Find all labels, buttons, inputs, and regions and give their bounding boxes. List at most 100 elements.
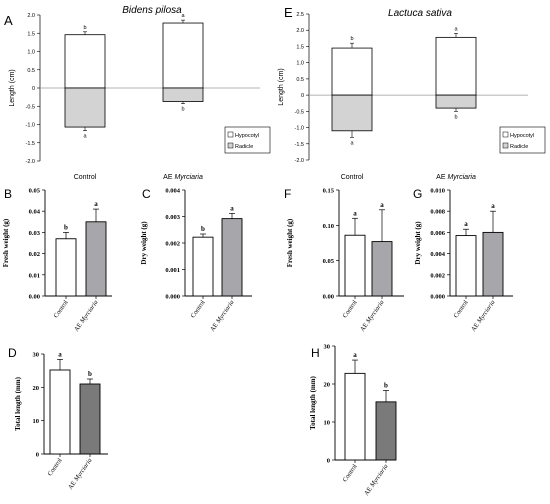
B-bar bbox=[55, 238, 77, 297]
G-y-tick-label: 0.000 bbox=[430, 294, 445, 301]
E-legend-swatch-hypocotyl bbox=[502, 131, 509, 138]
D-y-tick-label: 30 bbox=[33, 352, 40, 359]
G-bar bbox=[455, 235, 477, 297]
E-y-tick-label: -0.5 bbox=[295, 109, 304, 115]
C-bar bbox=[221, 218, 243, 297]
E-bar-radicle bbox=[435, 94, 477, 109]
H-category-label: AE Myrciaria bbox=[363, 463, 390, 497]
C-sig-letter: a bbox=[230, 204, 234, 212]
H-sig-letter: b bbox=[384, 381, 388, 389]
D-y-axis-label: Total length (mm) bbox=[14, 376, 22, 430]
E-bar-hypocotyl bbox=[331, 47, 373, 96]
panel-letter-F: F bbox=[284, 187, 291, 201]
panel-E-title: Lactuca sativa bbox=[388, 8, 452, 19]
B-category-label: Control bbox=[53, 299, 70, 319]
H-y-tick-label: 20 bbox=[324, 382, 331, 389]
D-category-label: Control bbox=[47, 457, 64, 477]
E-y-tick-label: -1.5 bbox=[295, 142, 304, 148]
B-y-tick-label: 0.04 bbox=[29, 209, 41, 216]
H-category-label: Control bbox=[342, 463, 359, 483]
F-category-label: Control bbox=[342, 299, 359, 319]
F-bar bbox=[344, 234, 366, 297]
H-y-tick-label: 10 bbox=[324, 420, 331, 427]
E-legend-box bbox=[499, 126, 546, 154]
A-y-tick-label: 1.5 bbox=[27, 31, 35, 37]
A-bar-radicle bbox=[64, 87, 106, 128]
A-y-tick-label: 1.0 bbox=[27, 50, 35, 56]
A-sig-letter: b bbox=[181, 107, 184, 113]
F-sig-letter: a bbox=[353, 209, 357, 217]
panel-letter-H: H bbox=[311, 346, 320, 360]
A-sig-letter: a bbox=[181, 13, 185, 19]
B-bar bbox=[85, 221, 107, 297]
B-category-label: AE Myrciaria bbox=[73, 299, 100, 333]
panel-letter-C: C bbox=[142, 187, 151, 201]
F-y-tick-label: 0.10 bbox=[323, 223, 334, 230]
A-legend-swatch-radicle bbox=[227, 142, 234, 149]
H-y-tick-label: 0 bbox=[327, 458, 330, 465]
A-y-tick-label: 0.5 bbox=[27, 68, 35, 74]
A-category-label: Control bbox=[74, 174, 97, 181]
D-y-tick-label: 0 bbox=[36, 452, 39, 459]
G-bar bbox=[482, 231, 504, 297]
F-y-tick-label: 0.00 bbox=[323, 294, 334, 301]
E-y-tick-label: 0.5 bbox=[296, 77, 304, 83]
B-y-tick-label: 0.01 bbox=[29, 272, 40, 279]
E-y-tick-label: 1.5 bbox=[296, 44, 304, 50]
D-sig-letter: b bbox=[88, 370, 92, 378]
E-y-tick-label: 2.0 bbox=[296, 28, 304, 34]
A-y-tick-label: 0 bbox=[32, 86, 35, 92]
F-y-axis-label: Fresh weight (g) bbox=[286, 218, 294, 267]
H-sig-letter: a bbox=[353, 351, 357, 359]
E-bar-hypocotyl bbox=[435, 36, 477, 96]
F-category-label: AE Myrciaria bbox=[359, 299, 386, 333]
C-sig-letter: b bbox=[201, 225, 205, 233]
panel-letter-A: A bbox=[4, 13, 13, 28]
panel-letter-G: G bbox=[413, 187, 422, 201]
E-legend-label: Hypocotyl bbox=[510, 133, 534, 139]
E-y-tick-label: -1.0 bbox=[295, 126, 304, 132]
G-y-tick-label: 0.008 bbox=[430, 209, 445, 216]
E-y-axis-label: Length (cm) bbox=[278, 68, 285, 105]
A-bar-radicle bbox=[162, 87, 204, 102]
G-category-label: Control bbox=[453, 299, 470, 319]
B-y-tick-label: 0.03 bbox=[29, 230, 41, 237]
E-category-label: AE Myrciaria bbox=[436, 174, 476, 181]
G-y-axis-label: Dry weight (g) bbox=[414, 221, 422, 265]
C-y-tick-label: 0.003 bbox=[165, 214, 180, 221]
E-y-tick-label: 1.0 bbox=[296, 61, 304, 67]
E-y-tick-label: 2.5 bbox=[296, 12, 304, 18]
D-y-tick-label: 20 bbox=[33, 385, 40, 392]
panel-letter-B: B bbox=[4, 187, 12, 201]
G-sig-letter: a bbox=[491, 202, 495, 210]
F-sig-letter: a bbox=[380, 201, 384, 209]
A-legend-label: Hypocotyl bbox=[235, 133, 259, 139]
B-sig-letter: a bbox=[94, 200, 98, 208]
H-y-tick-label: 30 bbox=[324, 344, 331, 351]
E-legend-swatch-radicle bbox=[502, 142, 509, 149]
E-sig-letter: a bbox=[454, 26, 458, 32]
H-y-axis-label: Total length (mm) bbox=[309, 375, 317, 429]
C-y-tick-label: 0.001 bbox=[165, 267, 180, 274]
D-category-label: AE Myrciaria bbox=[67, 457, 94, 491]
A-legend-label: Radicle bbox=[235, 144, 253, 150]
C-y-tick-label: 0.002 bbox=[165, 241, 180, 248]
F-bar bbox=[371, 241, 393, 297]
G-y-tick-label: 0.002 bbox=[430, 272, 445, 279]
E-sig-letter: b bbox=[350, 36, 353, 42]
A-y-axis-label: Length (cm) bbox=[9, 69, 16, 106]
D-sig-letter: a bbox=[58, 350, 62, 358]
G-y-tick-label: 0.004 bbox=[430, 251, 445, 258]
panel-letter-E: E bbox=[284, 5, 293, 20]
F-y-tick-label: 0.05 bbox=[323, 258, 335, 265]
E-y-tick-label: 0 bbox=[301, 93, 304, 99]
A-legend-swatch-hypocotyl bbox=[227, 131, 234, 138]
G-y-tick-label: 0.006 bbox=[430, 230, 445, 237]
A-y-tick-label: -0.5 bbox=[26, 104, 35, 110]
B-y-tick-label: 0.00 bbox=[29, 294, 40, 301]
C-category-label: AE Myrciaria bbox=[209, 299, 236, 333]
E-sig-letter: b bbox=[454, 114, 457, 120]
E-sig-letter: a bbox=[350, 140, 354, 146]
E-y-tick-label: -2.0 bbox=[295, 158, 304, 164]
